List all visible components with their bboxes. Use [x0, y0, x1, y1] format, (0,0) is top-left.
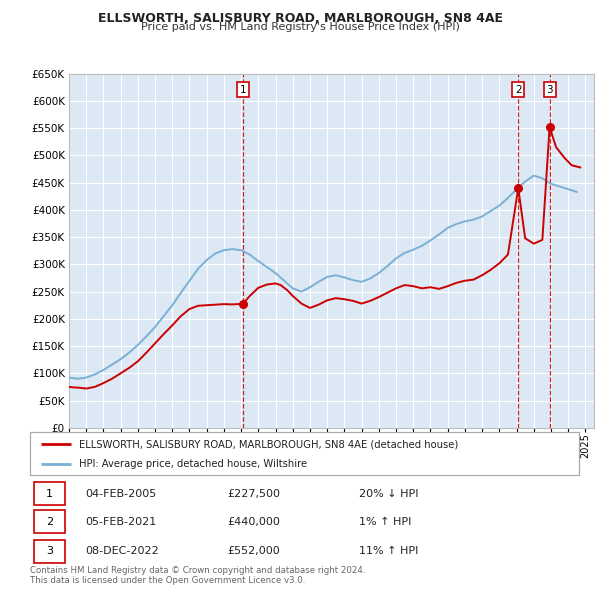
Text: £440,000: £440,000	[227, 516, 281, 526]
Text: 3: 3	[46, 546, 53, 556]
Text: £227,500: £227,500	[227, 489, 281, 499]
Text: 11% ↑ HPI: 11% ↑ HPI	[359, 546, 419, 556]
Text: 05-FEB-2021: 05-FEB-2021	[85, 516, 156, 526]
FancyBboxPatch shape	[34, 482, 65, 505]
Text: 20% ↓ HPI: 20% ↓ HPI	[359, 489, 419, 499]
Text: This data is licensed under the Open Government Licence v3.0.: This data is licensed under the Open Gov…	[30, 576, 305, 585]
Text: 2: 2	[515, 85, 521, 94]
Text: 2: 2	[46, 516, 53, 526]
Text: 1% ↑ HPI: 1% ↑ HPI	[359, 516, 412, 526]
Text: Contains HM Land Registry data © Crown copyright and database right 2024.: Contains HM Land Registry data © Crown c…	[30, 566, 365, 575]
Text: HPI: Average price, detached house, Wiltshire: HPI: Average price, detached house, Wilt…	[79, 459, 308, 469]
FancyBboxPatch shape	[34, 510, 65, 533]
Text: 08-DEC-2022: 08-DEC-2022	[85, 546, 158, 556]
FancyBboxPatch shape	[30, 432, 579, 475]
Text: 1: 1	[46, 489, 53, 499]
Text: 1: 1	[239, 85, 246, 94]
Text: ELLSWORTH, SALISBURY ROAD, MARLBOROUGH, SN8 4AE (detached house): ELLSWORTH, SALISBURY ROAD, MARLBOROUGH, …	[79, 440, 458, 450]
Text: ELLSWORTH, SALISBURY ROAD, MARLBOROUGH, SN8 4AE: ELLSWORTH, SALISBURY ROAD, MARLBOROUGH, …	[97, 12, 503, 25]
FancyBboxPatch shape	[34, 540, 65, 563]
Text: 04-FEB-2005: 04-FEB-2005	[85, 489, 156, 499]
Text: 3: 3	[546, 85, 553, 94]
Text: Price paid vs. HM Land Registry's House Price Index (HPI): Price paid vs. HM Land Registry's House …	[140, 22, 460, 32]
Text: £552,000: £552,000	[227, 546, 280, 556]
